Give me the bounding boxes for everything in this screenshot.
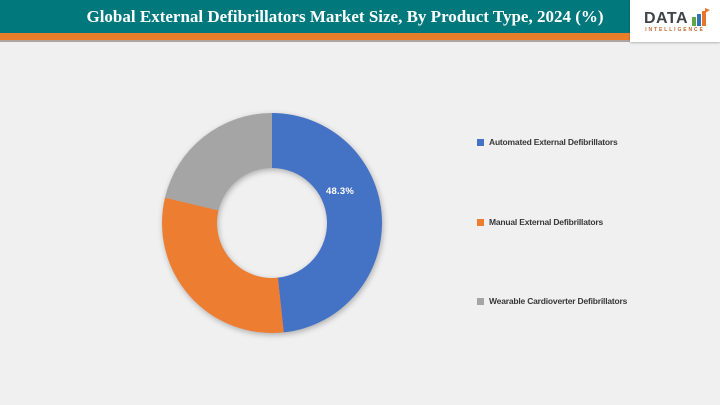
logo-wordmark: DATA	[643, 9, 689, 27]
legend-marker	[477, 218, 484, 226]
data-label: 48.3%	[326, 186, 354, 197]
legend-item-wearable-cardioverter-defibrillators: Wearable Cardioverter Defibrillators	[477, 296, 627, 306]
header-bar	[0, 0, 720, 33]
pie-slice-2	[162, 197, 284, 333]
legend-item-manual-external-defibrillators: Manual External Defibrillators	[477, 217, 603, 227]
donut-chart	[162, 113, 382, 333]
page-title: Global External Defibrillators Market Si…	[86, 7, 604, 26]
flag-icon	[705, 7, 711, 13]
brand-logo: DATA INTELLIGENCE	[630, 0, 720, 42]
legend-marker	[477, 138, 484, 146]
bar-chart-icon	[691, 7, 711, 26]
header-shadow-line	[0, 40, 720, 42]
logo-subtext: INTELLIGENCE	[645, 26, 705, 33]
legend-label: Manual External Defibrillators	[489, 217, 603, 227]
pie-slice-1	[272, 113, 382, 333]
legend-label: Automated External Defibrillators	[489, 137, 618, 147]
header-accent-strip	[0, 33, 720, 40]
legend-label: Wearable Cardioverter Defibrillators	[489, 296, 628, 306]
logo-row: DATA	[643, 7, 711, 27]
legend-marker	[477, 297, 484, 305]
legend-item-automated-external-defibrillators: Automated External Defibrillators	[477, 137, 618, 147]
pie-slice-3	[164, 113, 272, 211]
